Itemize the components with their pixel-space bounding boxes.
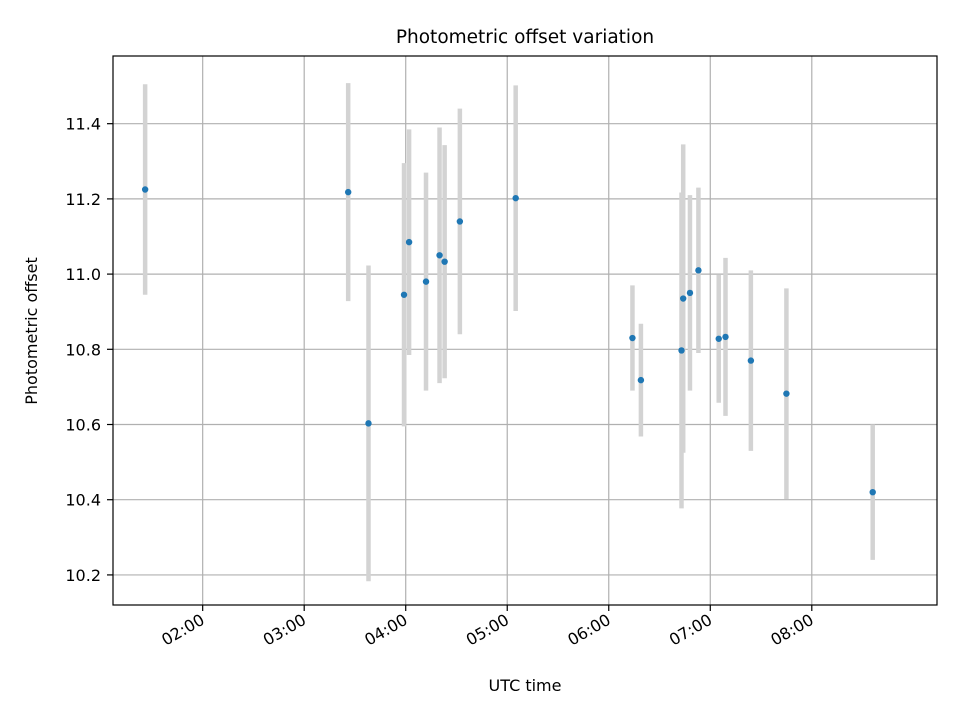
plot-frame: [112, 55, 938, 606]
chart-title: Photometric offset variation: [396, 27, 654, 48]
data-point: [678, 347, 685, 354]
data-point: [695, 267, 702, 274]
data-point: [422, 278, 430, 285]
data-point: [715, 335, 722, 342]
y-tick-label: 11.4: [65, 115, 101, 134]
data-point: [783, 390, 790, 397]
y-axis-title: Photometric offset: [22, 257, 41, 405]
data-point: [400, 291, 408, 298]
data-point: [405, 238, 413, 246]
data-point: [512, 194, 519, 202]
y-axis: 10.2 10.4 10.6 10.8 11.0 11.2 11.4: [65, 115, 113, 585]
data-point: [722, 333, 729, 341]
y-tick-label: 10.6: [65, 416, 101, 435]
y-tick-label: 10.2: [65, 566, 101, 585]
data-point: [629, 334, 636, 342]
y-tick-label: 10.4: [65, 491, 101, 510]
y-tick-label: 11.0: [65, 265, 101, 284]
data-point: [456, 218, 464, 225]
data-point: [680, 295, 687, 302]
data-points: [141, 186, 876, 496]
y-tick-label: 10.8: [65, 340, 101, 359]
x-axis-title: UTC time: [489, 676, 562, 695]
data-point: [344, 188, 352, 196]
data-point: [747, 357, 755, 364]
data-point: [869, 488, 876, 496]
data-point: [436, 252, 443, 259]
plot-area: [113, 56, 937, 605]
data-point: [637, 376, 645, 384]
data-point: [141, 186, 149, 193]
data-point: [441, 258, 448, 265]
data-point: [686, 289, 694, 297]
data-point: [365, 420, 372, 427]
y-tick-label: 11.2: [65, 190, 101, 209]
